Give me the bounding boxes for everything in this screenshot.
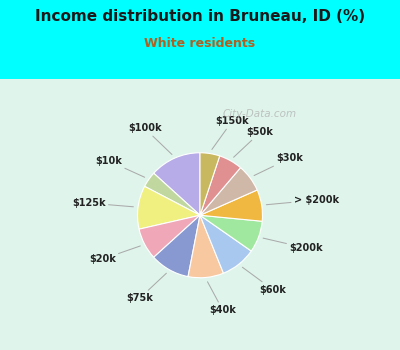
Wedge shape — [154, 215, 200, 276]
Text: $50k: $50k — [234, 127, 274, 157]
Wedge shape — [200, 215, 262, 251]
Wedge shape — [200, 190, 262, 221]
Text: $200k: $200k — [263, 238, 323, 253]
Text: $150k: $150k — [212, 117, 249, 149]
Wedge shape — [154, 153, 200, 215]
Text: > $200k: > $200k — [266, 195, 339, 205]
Wedge shape — [200, 168, 257, 215]
Text: City-Data.com: City-Data.com — [223, 109, 297, 119]
Text: $10k: $10k — [95, 156, 145, 177]
Text: $40k: $40k — [208, 282, 236, 315]
Text: $20k: $20k — [89, 246, 140, 264]
Wedge shape — [200, 153, 220, 215]
Wedge shape — [139, 215, 200, 257]
Text: $60k: $60k — [242, 267, 286, 294]
Text: White residents: White residents — [144, 37, 256, 50]
Wedge shape — [144, 173, 200, 215]
Wedge shape — [200, 156, 240, 215]
Text: $75k: $75k — [126, 273, 166, 303]
Wedge shape — [188, 215, 224, 278]
Wedge shape — [200, 215, 251, 273]
Text: $100k: $100k — [128, 124, 172, 154]
Text: $30k: $30k — [254, 153, 303, 176]
Text: $125k: $125k — [72, 198, 133, 208]
Text: Income distribution in Bruneau, ID (%): Income distribution in Bruneau, ID (%) — [35, 9, 365, 24]
Wedge shape — [138, 186, 200, 229]
